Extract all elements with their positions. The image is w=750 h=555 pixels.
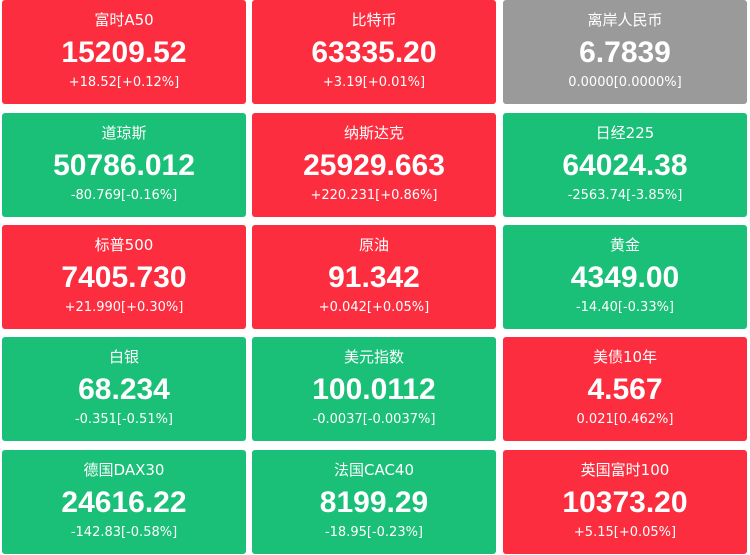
quote-change: -0.351[-0.51%]	[74, 412, 174, 427]
quote-change: 0.021[0.462%]	[576, 412, 674, 427]
quote-tile[interactable]: 富时A50 15209.52 +18.52[+0.12%]	[2, 0, 246, 104]
quote-tile[interactable]: 原油 91.342 +0.042[+0.05%]	[252, 225, 496, 329]
quote-change: +21.990[+0.30%]	[64, 300, 184, 315]
quote-change: +220.231[+0.86%]	[310, 188, 438, 203]
quote-tile[interactable]: 德国DAX30 24616.22 -142.83[-0.58%]	[2, 450, 246, 554]
quote-price: 63335.20	[311, 36, 437, 69]
quote-name: 纳斯达克	[343, 124, 404, 142]
quote-price: 8199.29	[319, 486, 429, 519]
quote-change: -14.40[-0.33%]	[575, 300, 675, 315]
quote-name: 德国DAX30	[83, 461, 165, 479]
quote-price: 7405.730	[61, 261, 187, 294]
quote-tile[interactable]: 美债10年 4.567 0.021[0.462%]	[503, 337, 747, 441]
quote-change: -142.83[-0.58%]	[70, 525, 178, 540]
quote-name: 日经225	[595, 124, 655, 142]
quote-price: 64024.38	[562, 149, 688, 182]
quote-price: 100.0112	[312, 373, 436, 406]
quote-tile[interactable]: 美元指数 100.0112 -0.0037[-0.0037%]	[252, 337, 496, 441]
quote-change: +3.19[+0.01%]	[322, 75, 426, 90]
quote-change: +5.15[+0.05%]	[573, 525, 677, 540]
quote-price: 6.7839	[579, 36, 671, 69]
quote-tile[interactable]: 白银 68.234 -0.351[-0.51%]	[2, 337, 246, 441]
quote-tile[interactable]: 离岸人民币 6.7839 0.0000[0.0000%]	[503, 0, 747, 104]
quote-change: -18.95[-0.23%]	[324, 525, 424, 540]
quote-name: 富时A50	[94, 11, 154, 29]
quote-price: 91.342	[328, 261, 420, 294]
quote-tile[interactable]: 英国富时100 10373.20 +5.15[+0.05%]	[503, 450, 747, 554]
quote-tile[interactable]: 纳斯达克 25929.663 +220.231[+0.86%]	[252, 113, 496, 217]
quote-name: 美元指数	[343, 348, 404, 366]
quote-name: 标普500	[94, 236, 154, 254]
quote-price: 24616.22	[61, 486, 187, 519]
quote-tile[interactable]: 黄金 4349.00 -14.40[-0.33%]	[503, 225, 747, 329]
quote-name: 离岸人民币	[587, 11, 663, 29]
quote-tile[interactable]: 道琼斯 50786.012 -80.769[-0.16%]	[2, 113, 246, 217]
quote-change: -0.0037[-0.0037%]	[312, 412, 436, 427]
quote-price: 10373.20	[562, 486, 688, 519]
quote-name: 英国富时100	[580, 461, 670, 479]
quote-name: 美债10年	[592, 348, 658, 366]
quote-price: 50786.012	[53, 149, 195, 182]
quote-change: 0.0000[0.0000%]	[568, 75, 682, 90]
quote-price: 4.567	[587, 373, 663, 406]
quote-change: -2563.74[-3.85%]	[567, 188, 683, 203]
quote-change: -80.769[-0.16%]	[70, 188, 178, 203]
quote-name: 道琼斯	[101, 124, 147, 142]
quote-tile[interactable]: 日经225 64024.38 -2563.74[-3.85%]	[503, 113, 747, 217]
quote-change: +0.042[+0.05%]	[318, 300, 430, 315]
quote-name: 白银	[108, 348, 139, 366]
quote-tile[interactable]: 标普500 7405.730 +21.990[+0.30%]	[2, 225, 246, 329]
quote-price: 25929.663	[303, 149, 445, 182]
quote-change: +18.52[+0.12%]	[68, 75, 180, 90]
quote-name: 黄金	[609, 236, 640, 254]
quote-name: 法国CAC40	[333, 461, 415, 479]
quote-name: 比特币	[351, 11, 397, 29]
quote-name: 原油	[358, 236, 389, 254]
quote-price: 15209.52	[61, 36, 187, 69]
quote-price: 68.234	[78, 373, 170, 406]
quote-tile[interactable]: 法国CAC40 8199.29 -18.95[-0.23%]	[252, 450, 496, 554]
quote-price: 4349.00	[570, 261, 680, 294]
quote-tile[interactable]: 比特币 63335.20 +3.19[+0.01%]	[252, 0, 496, 104]
